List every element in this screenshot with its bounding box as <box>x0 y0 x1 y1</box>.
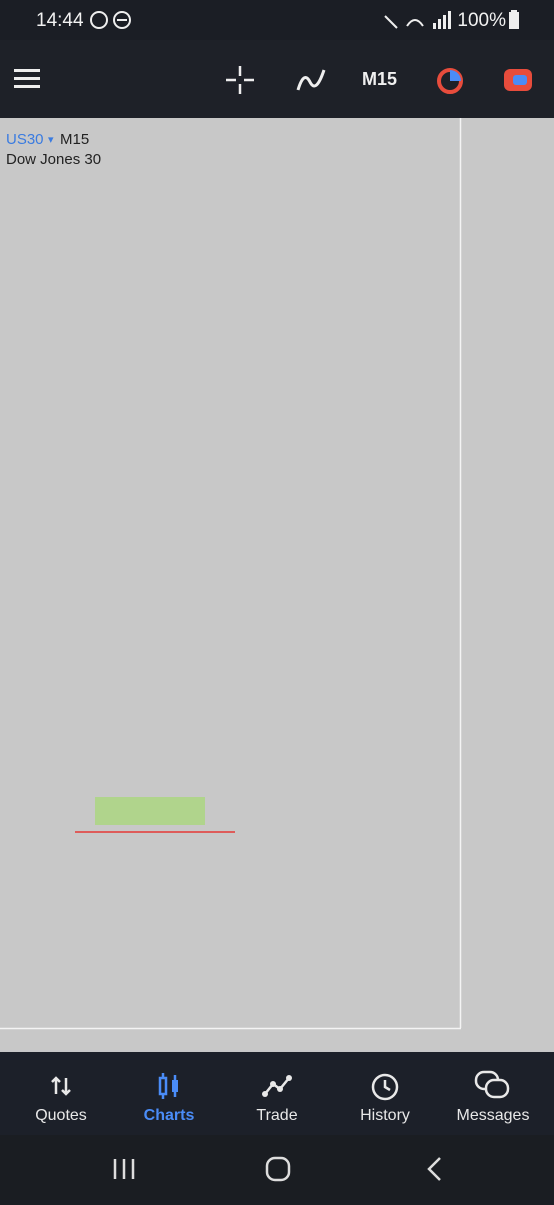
status-icons <box>90 11 131 29</box>
system-nav-bar <box>0 1135 554 1200</box>
crosshair-button[interactable] <box>226 66 254 94</box>
symbol: US30 <box>6 131 44 148</box>
chart: US30 ▾ M15 Dow Jones 30 <box>0 118 554 1052</box>
system-buttons <box>113 1156 441 1182</box>
chart-timeframe: M15 <box>60 131 89 148</box>
trade-button[interactable] <box>503 68 533 92</box>
bottom-nav: Quotes Charts Trade History Messages <box>0 1052 554 1135</box>
timeframe-button[interactable]: M15 <box>362 69 398 89</box>
chart-background <box>0 118 554 1052</box>
nav-trade[interactable]: Trade <box>222 1052 332 1135</box>
symbol-dropdown[interactable]: ▾ <box>48 134 54 146</box>
highlight-zone <box>95 797 205 825</box>
status-bar: 14:44 100% <box>0 0 554 40</box>
battery-icon <box>509 10 519 29</box>
nav-messages[interactable]: Messages <box>438 1052 548 1135</box>
nav-history[interactable]: History <box>330 1052 440 1135</box>
battery-level: 100% <box>457 10 506 31</box>
nav-label: Trade <box>256 1107 298 1124</box>
nav-label: Quotes <box>35 1107 87 1124</box>
nav-label: Charts <box>143 1107 195 1124</box>
menu-button[interactable] <box>14 68 42 90</box>
objects-button[interactable] <box>436 67 464 95</box>
signal-icons <box>384 11 451 29</box>
nav-label: Messages <box>456 1107 530 1124</box>
nav-label: History <box>360 1107 410 1124</box>
indicators-button[interactable] <box>296 66 326 94</box>
nav-charts[interactable]: Charts <box>114 1052 224 1135</box>
symbol-description: Dow Jones 30 <box>6 151 101 168</box>
toolbar: M15 <box>0 40 554 118</box>
clock: 14:44 <box>36 10 84 31</box>
nav-quotes[interactable]: Quotes <box>6 1052 116 1135</box>
